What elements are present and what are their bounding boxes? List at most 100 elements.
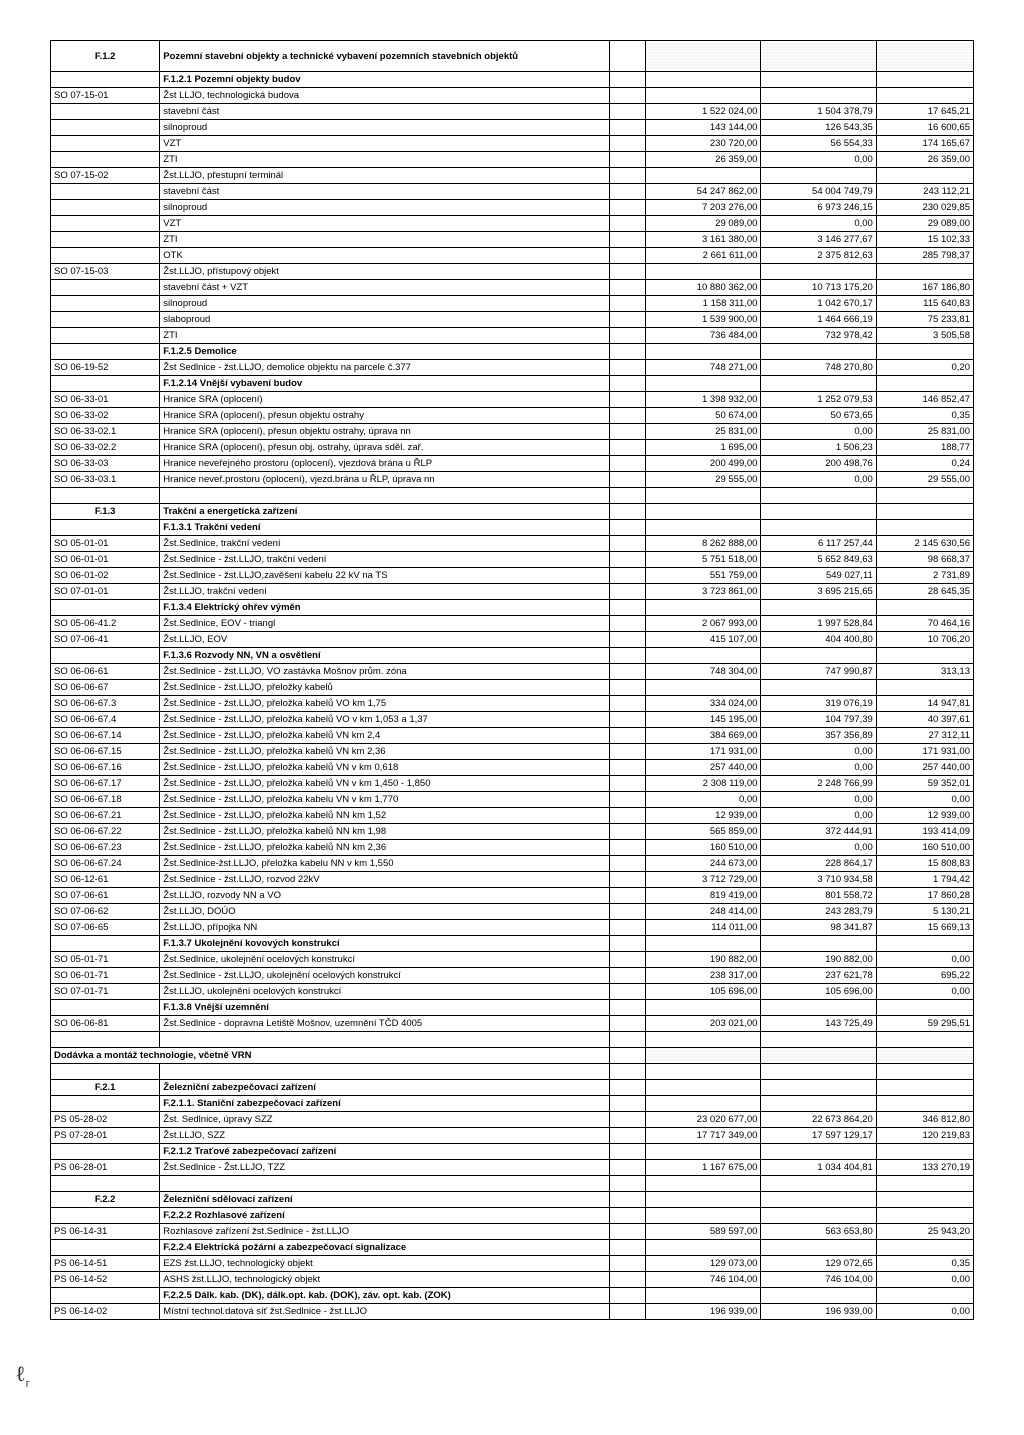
- value-3: 243 112,21: [876, 184, 973, 200]
- value-2: 22 673 864,20: [761, 1112, 876, 1128]
- value-3: 17 860,28: [876, 888, 973, 904]
- table-row: ZTI736 484,00732 978,423 505,58: [51, 328, 974, 344]
- table-row: F.1.3.1 Trakční vedení: [51, 520, 974, 536]
- value-1: 203 021,00: [646, 1016, 761, 1032]
- item-code: SO 06-06-67: [51, 680, 160, 696]
- table-row: SO 07-01-71Žst.LLJO, ukolejnění ocelovýc…: [51, 984, 974, 1000]
- item-code: SO 06-06-61: [51, 664, 160, 680]
- table-row: PS 05-28-02Žst. Sedlnice, úpravy SZZ23 0…: [51, 1112, 974, 1128]
- item-desc: Žst.Sedlnice - žst.LLJO, VO zastávka Moš…: [160, 664, 609, 680]
- table-row: PS 07-28-01Žst.LLJO, SZZ17 717 349,0017 …: [51, 1128, 974, 1144]
- table-row: F.1.3.6 Rozvody NN, VN a osvětlení: [51, 648, 974, 664]
- table-row: VZT29 089,000,0029 089,00: [51, 216, 974, 232]
- value-3: 59 352,01: [876, 776, 973, 792]
- value-1: 589 597,00: [646, 1224, 761, 1240]
- table-row: F.2.2.5 Dálk. kab. (DK), dálk.opt. kab. …: [51, 1288, 974, 1304]
- table-row: SO 07-15-03Žst.LLJO, přístupový objekt: [51, 264, 974, 280]
- value-2: 0,00: [761, 424, 876, 440]
- item-desc: Žst.Sedlnice - žst.LLJO, přeložka kabelu…: [160, 792, 609, 808]
- table-row: SO 06-12-61Žst.Sedlnice - žst.LLJO, rozv…: [51, 872, 974, 888]
- item-code: [51, 280, 160, 296]
- value-1: 1 522 024,00: [646, 104, 761, 120]
- value-1: 238 317,00: [646, 968, 761, 984]
- section-title: Železniční zabezpečovací zařízení: [160, 1080, 609, 1096]
- item-desc: Žst. Sedlnice, úpravy SZZ: [160, 1112, 609, 1128]
- section-title: Trakční a energetická zařízení: [160, 504, 609, 520]
- table-row: F.1.3Trakční a energetická zařízení: [51, 504, 974, 520]
- value-3: 59 295,51: [876, 1016, 973, 1032]
- value-2: 10 713 175,20: [761, 280, 876, 296]
- value-2: 126 543,35: [761, 120, 876, 136]
- item-desc: EZS žst.LLJO, technologický objekt: [160, 1256, 609, 1272]
- section-title: Pozemní stavební objekty a technické vyb…: [160, 41, 609, 72]
- item-desc: Žst.Sedlnice - žst.LLJO, rozvod 22kV: [160, 872, 609, 888]
- table-row: Dodávka a montáž technologie, včetně VRN: [51, 1048, 974, 1064]
- table-row: PS 06-14-52ASHS žst.LLJO, technologický …: [51, 1272, 974, 1288]
- item-code: SO 06-06-67.4: [51, 712, 160, 728]
- value-2: 801 558,72: [761, 888, 876, 904]
- subsection-title: F.2.1.1. Staniční zabezpečovací zařízení: [160, 1096, 609, 1112]
- table-row: SO 06-06-67.16Žst.Sedlnice - žst.LLJO, p…: [51, 760, 974, 776]
- value-3: 28 645,35: [876, 584, 973, 600]
- item-code: SO 07-15-02: [51, 168, 160, 184]
- value-1: [646, 168, 761, 184]
- table-row: SO 07-06-65Žst.LLJO, přípojka NN114 011,…: [51, 920, 974, 936]
- item-code: SO 07-06-41: [51, 632, 160, 648]
- item-desc: Žst.Sedlnice - žst.LLJO, přeložky kabelů: [160, 680, 609, 696]
- value-1: 748 304,00: [646, 664, 761, 680]
- value-1: 171 931,00: [646, 744, 761, 760]
- value-2: 2 375 812,63: [761, 248, 876, 264]
- item-desc: Žst.Sedlnice - žst.LLJO, přeložka kabelů…: [160, 760, 609, 776]
- table-row: SO 06-06-61Žst.Sedlnice - žst.LLJO, VO z…: [51, 664, 974, 680]
- table-row: SO 05-01-01Žst.Sedlnice, trakční vedení8…: [51, 536, 974, 552]
- value-3: 70 464,16: [876, 616, 973, 632]
- item-code: SO 06-06-67.24: [51, 856, 160, 872]
- item-code: PS 06-28-01: [51, 1160, 160, 1176]
- item-code: [51, 248, 160, 264]
- item-code: SO 07-06-61: [51, 888, 160, 904]
- item-code: SO 06-33-03: [51, 456, 160, 472]
- table-row: SO 07-01-01Žst.LLJO, trakční vedení3 723…: [51, 584, 974, 600]
- value-2: 56 554,33: [761, 136, 876, 152]
- item-code: SO 05-01-01: [51, 536, 160, 552]
- item-desc: Žst.Sedlnice - žst.LLJO, přeložka kabelů…: [160, 840, 609, 856]
- value-3: 346 812,80: [876, 1112, 973, 1128]
- table-row: F.2.1.1. Staniční zabezpečovací zařízení: [51, 1096, 974, 1112]
- table-row: SO 06-33-03.1Hranice neveř.prostoru (opl…: [51, 472, 974, 488]
- value-1: 54 247 862,00: [646, 184, 761, 200]
- value-2: 54 004 749,79: [761, 184, 876, 200]
- item-desc: Hranice SRA (oplocení), přesun objektu o…: [160, 424, 609, 440]
- value-1: 114 011,00: [646, 920, 761, 936]
- value-2: 357 356,89: [761, 728, 876, 744]
- value-2: 1 464 666,19: [761, 312, 876, 328]
- value-1: 230 720,00: [646, 136, 761, 152]
- table-row: [51, 1064, 974, 1080]
- value-1: 105 696,00: [646, 984, 761, 1000]
- value-1: 257 440,00: [646, 760, 761, 776]
- value-2: 746 104,00: [761, 1272, 876, 1288]
- value-1: 17 717 349,00: [646, 1128, 761, 1144]
- item-code: SO 06-33-01: [51, 392, 160, 408]
- value-2: [761, 88, 876, 104]
- value-3: 257 440,00: [876, 760, 973, 776]
- table-row: SO 06-33-02Hranice SRA (oplocení), přesu…: [51, 408, 974, 424]
- value-1: 12 939,00: [646, 808, 761, 824]
- item-desc: Žst.LLJO, SZZ: [160, 1128, 609, 1144]
- item-code: [51, 232, 160, 248]
- value-1: 1 398 932,00: [646, 392, 761, 408]
- item-desc: Žst.LLJO, přípojka NN: [160, 920, 609, 936]
- item-desc: Hranice SRA (oplocení), přesun obj. ostr…: [160, 440, 609, 456]
- value-2: 104 797,39: [761, 712, 876, 728]
- table-row: silnoproud7 203 276,006 973 246,15230 02…: [51, 200, 974, 216]
- item-code: SO 06-06-67.17: [51, 776, 160, 792]
- table-row: PS 06-14-51EZS žst.LLJO, technologický o…: [51, 1256, 974, 1272]
- item-code: SO 06-33-03.1: [51, 472, 160, 488]
- item-desc: Žst.LLJO, přestupní terminál: [160, 168, 609, 184]
- table-row: F.2.1.2 Traťové zabezpečovací zařízení: [51, 1144, 974, 1160]
- item-desc: Žst.Sedlnice - žst.LLJO, přeložka kabelů…: [160, 696, 609, 712]
- table-row: SO 06-06-67.17Žst.Sedlnice - žst.LLJO, p…: [51, 776, 974, 792]
- item-code: SO 06-12-61: [51, 872, 160, 888]
- table-row: F.1.3.8 Vnější uzemnění: [51, 1000, 974, 1016]
- value-3: 16 600,65: [876, 120, 973, 136]
- table-row: SO 06-33-02.1Hranice SRA (oplocení), pře…: [51, 424, 974, 440]
